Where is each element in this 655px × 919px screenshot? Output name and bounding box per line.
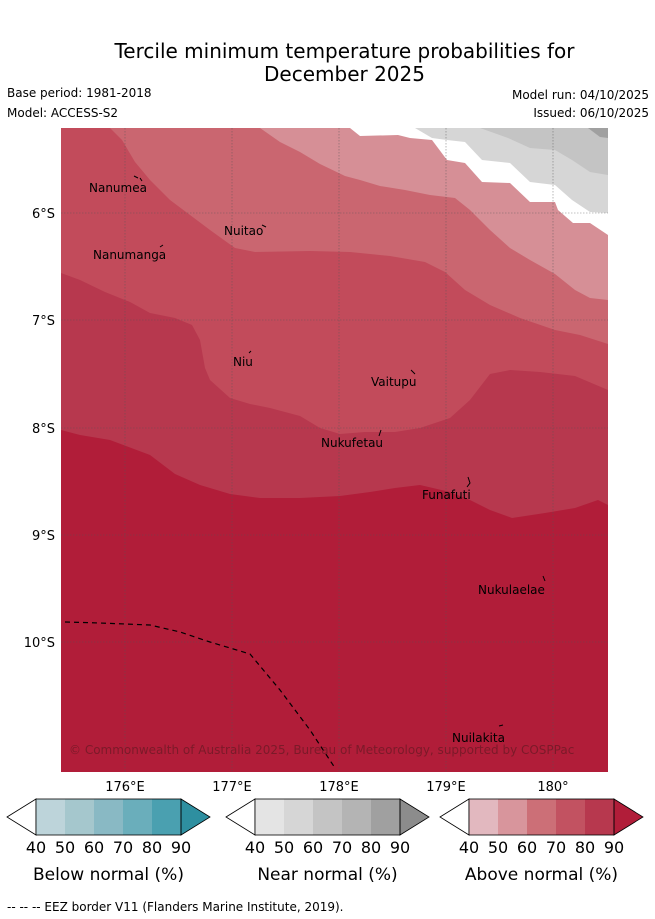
- map-svg: Nanumea Nuitao Nanumanga Niu Vaitupu Nuk…: [6, 128, 644, 885]
- colorbar-near-tick: 60: [303, 838, 323, 857]
- copyright-notice: © Commonwealth of Australia 2025, Bureau…: [69, 743, 574, 757]
- colorbar-near-tick: 90: [390, 838, 410, 857]
- colorbar-above-tick: 50: [488, 838, 508, 857]
- colorbar-below-tick: 60: [84, 838, 104, 857]
- base-period: Base period: 1981-2018: [7, 86, 152, 100]
- colorbar-below-tick: 40: [26, 838, 46, 857]
- colorbar-above-segment: [585, 799, 614, 835]
- colorbar-below-normal: 40 50 60 70 80 90 Below normal (%): [6, 798, 211, 885]
- colorbar-above-tick: 40: [459, 838, 479, 857]
- lat-tick-7s: 7°S: [32, 314, 55, 329]
- place-nuitao: Nuitao: [224, 224, 263, 238]
- model-name: Model: ACCESS-S2: [7, 106, 119, 120]
- colorbar-below-extend-low: [6, 798, 37, 836]
- band-near-60: [480, 128, 608, 175]
- colorbar-above-normal: 40 50 60 70 80 90 Above normal (%): [439, 798, 644, 885]
- colorbar-below-segment: [65, 799, 94, 835]
- lat-tick-9s: 9°S: [32, 529, 55, 544]
- lon-tick-179e: 179°E: [426, 780, 466, 795]
- colorbar-above-outline: [468, 798, 615, 836]
- colorbar-above-tick: 70: [546, 838, 566, 857]
- colorbar-above-label: Above normal (%): [465, 865, 618, 885]
- lon-tick-177e: 177°E: [212, 780, 252, 795]
- colorbar-above-tick: 90: [604, 838, 624, 857]
- place-nukulaelae: Nukulaelae: [478, 583, 545, 597]
- place-nuilakita: Nuilakita: [452, 731, 505, 745]
- eez-border: [64, 621, 336, 769]
- colorbar-near-extend-high: [399, 798, 430, 836]
- colorbar-near-tick: 80: [361, 838, 381, 857]
- colorbar-below-label: Below normal (%): [33, 865, 184, 885]
- lat-tick-6s: 6°S: [32, 207, 55, 222]
- place-vaitupu: Vaitupu: [371, 375, 417, 389]
- colorbar-near-normal: 40 50 60 70 80 90 Near normal (%): [225, 798, 430, 885]
- place-nanumanga: Nanumanga: [93, 248, 166, 262]
- issued-date: Issued: 06/10/2025: [533, 106, 649, 120]
- colorbar-above-segment: [498, 799, 527, 835]
- band-near-80: [588, 128, 608, 138]
- colorbar-near-segment: [313, 799, 342, 835]
- graticule: [61, 128, 608, 772]
- colorbar-near-segment: [255, 799, 284, 835]
- colorbar-below-tick: 50: [55, 838, 75, 857]
- map-area: Nanumea Nuitao Nanumanga Niu Vaitupu Nuk…: [61, 128, 608, 772]
- colorbar-near-tick: 70: [332, 838, 352, 857]
- colorbar-below-segment: [152, 799, 181, 835]
- colorbar-below-tick: 70: [113, 838, 133, 857]
- colorbar-near-outline: [254, 798, 401, 836]
- place-funafuti: Funafuti: [422, 488, 471, 502]
- colorbar-near-segment: [342, 799, 371, 835]
- model-run: Model run: 04/10/2025: [511, 88, 649, 102]
- title-line-2: December 2025: [264, 62, 425, 86]
- title-line-1: Tercile minimum temperature probabilitie…: [114, 39, 575, 63]
- colorbar-above-tick: 60: [517, 838, 537, 857]
- colorbar-above-extend-high: [613, 798, 644, 836]
- islands: [133, 175, 546, 727]
- colorbar-below-tick: 80: [142, 838, 162, 857]
- colorbar-near-label: Near normal (%): [257, 865, 397, 885]
- lat-tick-8s: 8°S: [32, 422, 55, 437]
- colorbar-below-extend-high: [180, 798, 211, 836]
- colorbar-near-tick: 50: [274, 838, 294, 857]
- colorbar-below-outline: [35, 798, 182, 836]
- eez-footnote: -- -- -- EEZ border V11 (Flanders Marine…: [7, 900, 344, 914]
- colorbar-above-segment: [469, 799, 498, 835]
- colorbar-above-segment: [556, 799, 585, 835]
- colorbar-below-tick: 90: [171, 838, 191, 857]
- place-niu: Niu: [233, 355, 253, 369]
- colorbar-above-extend-low: [439, 798, 470, 836]
- colorbar-near-extend-low: [225, 798, 256, 836]
- colorbar-below-segment: [36, 799, 65, 835]
- place-nukufetau: Nukufetau: [321, 436, 383, 450]
- colorbar-above-tick: 80: [575, 838, 595, 857]
- colorbar-above-segment: [527, 799, 556, 835]
- place-nanumea: Nanumea: [89, 181, 147, 195]
- colorbar-below-segment: [123, 799, 152, 835]
- lon-tick-178e: 178°E: [319, 780, 359, 795]
- map-title: Tercile minimum temperature probabilitie…: [0, 40, 655, 86]
- lon-tick-180: 180°: [537, 780, 568, 795]
- colorbar-near-segment: [284, 799, 313, 835]
- colorbar-below-segment: [94, 799, 123, 835]
- colorbar-near-segment: [371, 799, 400, 835]
- lat-tick-10s: 10°S: [24, 636, 55, 651]
- lon-tick-176e: 176°E: [105, 780, 145, 795]
- colorbar-near-tick: 40: [245, 838, 265, 857]
